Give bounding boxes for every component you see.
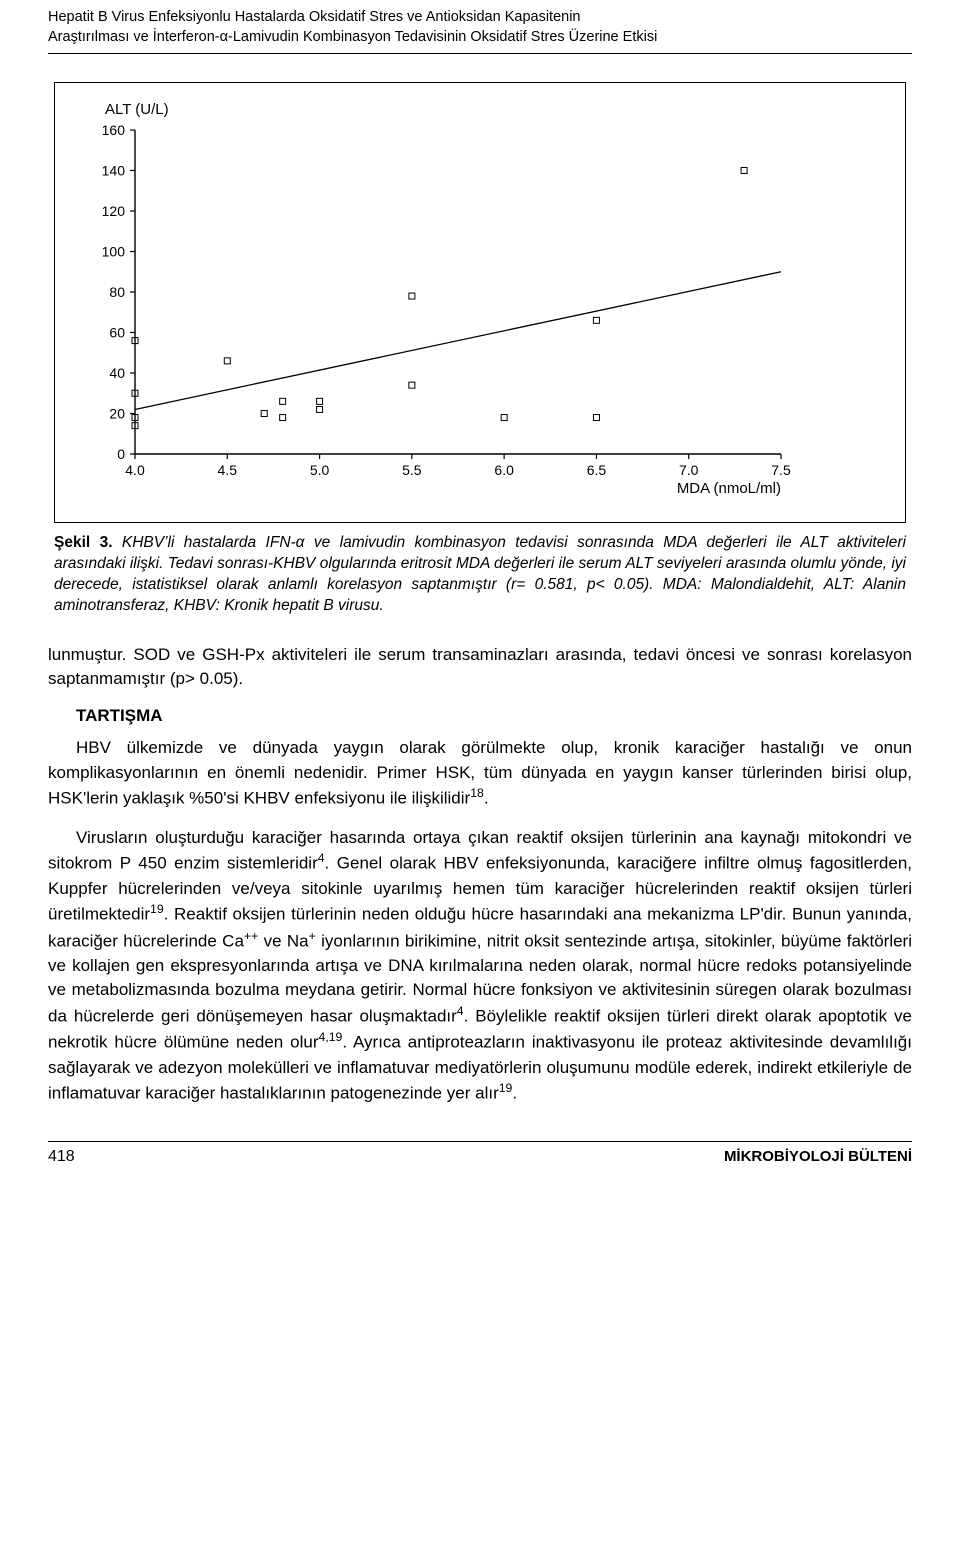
svg-text:160: 160 (102, 122, 126, 138)
running-head: Hepatit B Virus Enfeksiyonlu Hastalarda … (48, 8, 912, 47)
ref-19a: 19 (150, 902, 164, 916)
svg-text:7.0: 7.0 (679, 462, 699, 478)
svg-text:4.0: 4.0 (125, 462, 145, 478)
figure-frame: ALT (U/L) 0 20 40 60 80 100 120 140 160 4.0 4.5 5.0… (54, 82, 906, 523)
svg-text:60: 60 (109, 325, 125, 341)
svg-text:140: 140 (102, 163, 126, 179)
svg-text:6.0: 6.0 (494, 462, 514, 478)
section-heading: TARTIŞMA (76, 706, 912, 726)
para2-suffix: . (484, 789, 489, 808)
svg-text:7.5: 7.5 (771, 462, 791, 478)
svg-text:0: 0 (117, 446, 125, 462)
p3s4: ve Na (258, 931, 308, 950)
svg-text:4.5: 4.5 (218, 462, 238, 478)
svg-text:20: 20 (109, 406, 125, 422)
ref-18: 18 (470, 786, 484, 800)
header-rule (48, 53, 912, 54)
ref-4-19: 4,19 (319, 1030, 343, 1044)
chart-svg: 0 20 40 60 80 100 120 140 160 4.0 4.5 5.0 5.5 6.0 6.5 7… (77, 120, 797, 500)
svg-text:120: 120 (102, 203, 126, 219)
page-footer: 418 MİKROBİYOLOJİ BÜLTENİ (48, 1141, 912, 1166)
svg-text:40: 40 (109, 365, 125, 381)
svg-text:5.5: 5.5 (402, 462, 422, 478)
svg-text:MDA (nmoL/ml): MDA (nmoL/ml) (677, 480, 781, 497)
ion-na: + (309, 929, 316, 943)
paragraph-cont: lunmuştur. SOD ve GSH-Px aktiviteleri il… (48, 643, 912, 692)
p3s8: . (512, 1084, 517, 1103)
svg-text:80: 80 (109, 284, 125, 300)
paragraph-3: Virusların oluşturduğu karaciğer hasarın… (48, 826, 912, 1107)
svg-text:6.5: 6.5 (587, 462, 607, 478)
svg-text:100: 100 (102, 244, 126, 260)
paragraph-2: HBV ülkemizde ve dünyada yaygın olarak g… (48, 736, 912, 812)
figure-label: Şekil 3. (54, 534, 113, 551)
ref-4a: 4 (318, 851, 325, 865)
running-head-line1: Hepatit B Virus Enfeksiyonlu Hastalarda … (48, 9, 581, 25)
figure-caption: Şekil 3. KHBV’li hastalarda IFN-α ve lam… (54, 533, 906, 617)
ion-ca: ++ (244, 929, 258, 943)
y-axis-title: ALT (U/L) (105, 101, 883, 118)
running-head-line2: Araştırılması ve İnterferon-α-Lamivudin … (48, 29, 657, 45)
figure-caption-text: KHBV’li hastalarda IFN-α ve lamivudin ko… (54, 534, 906, 614)
scatter-chart: ALT (U/L) 0 20 40 60 80 100 120 140 160 4.0 4.5 5.0… (77, 101, 883, 500)
ref-19b: 19 (499, 1081, 513, 1095)
page-number: 418 (48, 1148, 75, 1166)
journal-name: MİKROBİYOLOJİ BÜLTENİ (724, 1148, 912, 1165)
svg-text:5.0: 5.0 (310, 462, 330, 478)
ref-4b: 4 (457, 1004, 464, 1018)
